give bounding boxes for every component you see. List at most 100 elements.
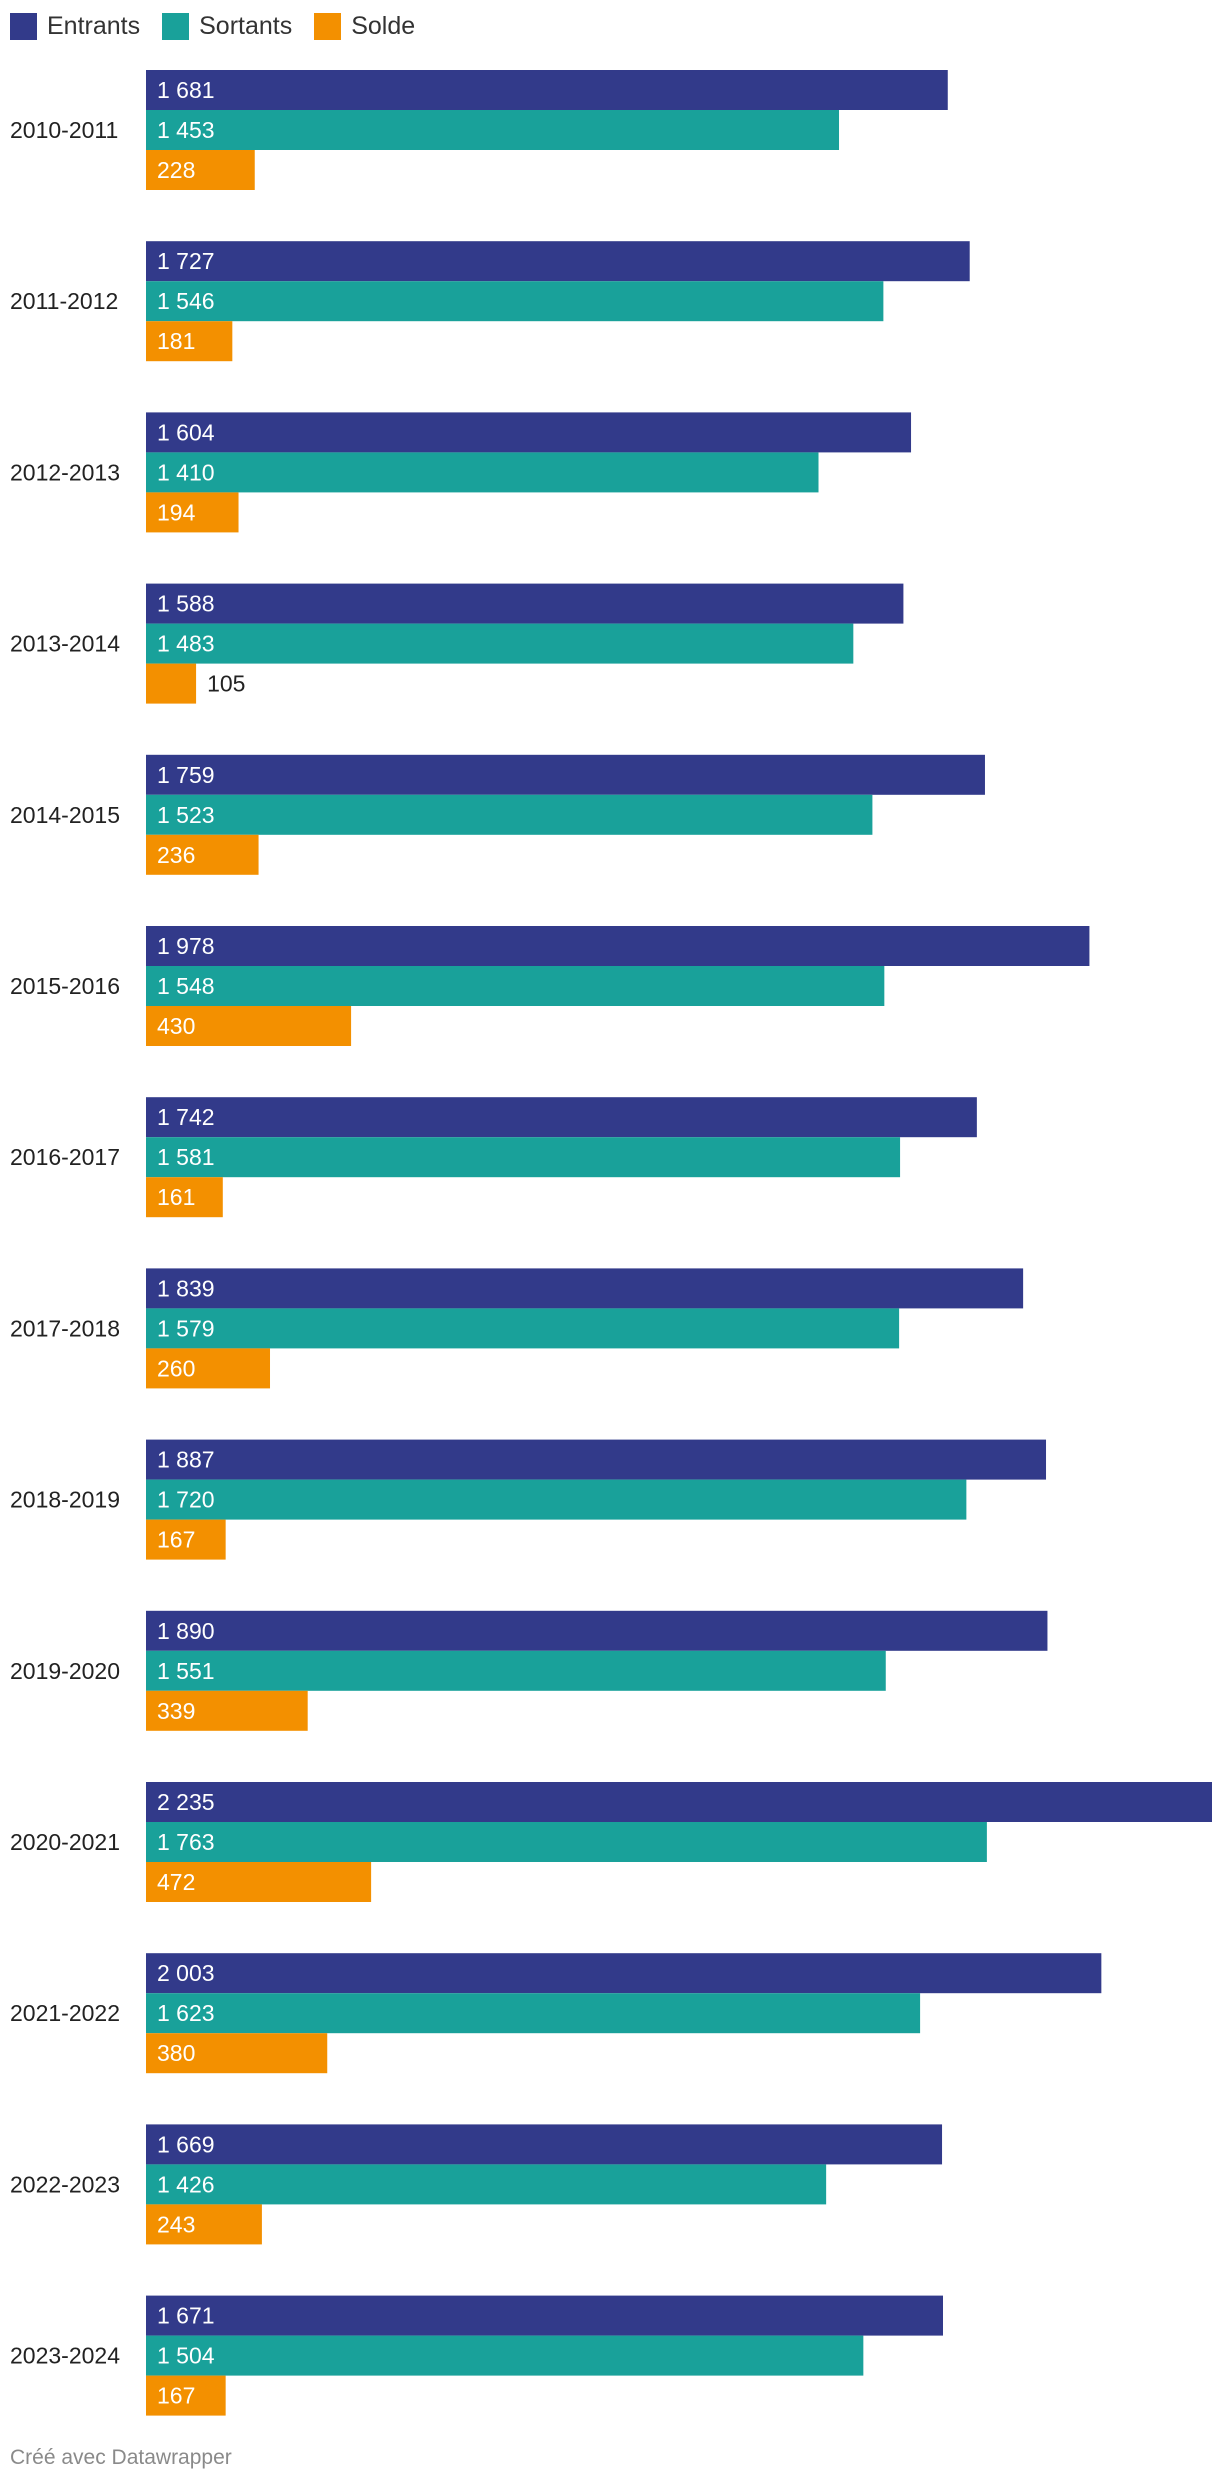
data-label-sortants: 1 504 — [157, 2343, 215, 2369]
category-label: 2010-2011 — [10, 117, 118, 143]
bar-entrants — [146, 1268, 1024, 1309]
data-label-solde: 167 — [157, 1527, 195, 1553]
legend-label-sortants: Sortants — [199, 12, 293, 40]
data-label-entrants: 1 681 — [157, 77, 215, 103]
data-label-entrants: 1 669 — [157, 2131, 215, 2157]
bar-solde — [146, 1690, 308, 1731]
data-label-solde: 161 — [157, 1184, 195, 1210]
data-label-sortants: 1 548 — [157, 973, 215, 999]
bar-solde — [146, 2204, 262, 2245]
data-label-sortants: 1 426 — [157, 2171, 215, 2197]
data-label-entrants: 1 604 — [157, 419, 215, 445]
data-label-sortants: 1 763 — [157, 1829, 215, 1855]
bar-entrants — [146, 241, 970, 282]
bar-solde — [146, 1006, 352, 1046]
category-label: 2022-2023 — [10, 2171, 120, 2197]
data-label-entrants: 1 890 — [157, 1618, 215, 1644]
bar-sortants — [146, 1308, 900, 1349]
bar-entrants — [146, 70, 948, 110]
data-label-solde: 472 — [157, 1869, 195, 1895]
data-label-entrants: 1 839 — [157, 1275, 215, 1301]
data-label-solde: 236 — [157, 842, 195, 868]
data-label-solde: 243 — [157, 2211, 195, 2237]
bar-group-2015-2016: 2015-2016 1 978 1 548 430 — [10, 926, 1090, 1046]
data-label-sortants: 1 551 — [157, 1658, 215, 1684]
data-label-solde: 260 — [157, 1355, 195, 1381]
bar-group-2019-2020: 2019-2020 1 890 1 551 339 — [10, 1610, 1048, 1731]
data-label-entrants: 1 887 — [157, 1447, 215, 1473]
bar-entrants — [146, 1439, 1047, 1480]
chart-legend: Entrants Sortants Solde — [10, 12, 415, 41]
bar-solde — [146, 2033, 328, 2074]
category-label: 2023-2024 — [10, 2343, 120, 2369]
data-label-sortants: 1 720 — [157, 1487, 215, 1513]
data-label-entrants: 1 727 — [157, 248, 215, 274]
bar-group-2022-2023: 2022-2023 1 669 1 426 243 — [10, 2124, 943, 2245]
bar-entrants — [146, 926, 1090, 966]
bar-sortants — [146, 281, 884, 322]
bar-sortants — [146, 966, 885, 1006]
data-label-solde: 167 — [157, 2383, 195, 2409]
bar-sortants — [146, 794, 873, 835]
category-label: 2017-2018 — [10, 1315, 120, 1341]
bar-group-2021-2022: 2021-2022 2 003 1 623 380 — [10, 1953, 1102, 2074]
data-label-solde: 228 — [157, 157, 195, 183]
bar-solde — [146, 321, 233, 362]
data-label-solde: 339 — [157, 1698, 195, 1724]
bar-sortants — [146, 623, 854, 664]
bar-entrants — [146, 2295, 943, 2336]
bar-entrants — [146, 412, 912, 453]
bar-sortants — [146, 1479, 967, 1520]
data-label-sortants: 1 579 — [157, 1315, 215, 1341]
bar-group-2010-2011: 2010-2011 1 681 1 453 228 — [10, 70, 948, 190]
bar-solde — [146, 492, 239, 533]
data-label-entrants: 1 978 — [157, 933, 215, 959]
bar-sortants — [146, 1137, 901, 1178]
category-label: 2012-2013 — [10, 459, 120, 485]
bar-entrants — [146, 1097, 977, 1138]
data-label-sortants: 1 410 — [157, 459, 215, 485]
bar-solde — [146, 834, 259, 875]
data-label-entrants: 1 671 — [157, 2303, 215, 2329]
bar-group-2011-2012: 2011-2012 1 727 1 546 181 — [10, 241, 970, 362]
bar-solde — [146, 1348, 271, 1389]
bar-entrants — [146, 754, 985, 795]
bar-sortants — [146, 452, 819, 493]
legend-swatch-sortants — [162, 13, 190, 40]
legend-item-sortants: Sortants — [162, 12, 292, 41]
data-label-sortants: 1 546 — [157, 288, 215, 314]
category-label: 2020-2021 — [10, 1829, 120, 1855]
bar-solde — [146, 1177, 223, 1218]
data-label-entrants: 1 742 — [157, 1104, 215, 1130]
bar-sortants — [146, 1822, 987, 1862]
footer-credit: Créé avec Datawrapper — [10, 2446, 232, 2469]
category-label: 2019-2020 — [10, 1658, 120, 1684]
bar-entrants — [146, 2124, 943, 2165]
bar-group-2017-2018: 2017-2018 1 839 1 579 260 — [10, 1268, 1024, 1389]
bar-group-2012-2013: 2012-2013 1 604 1 410 194 — [10, 412, 912, 533]
bar-sortants — [146, 2335, 864, 2376]
data-label-solde: 380 — [157, 2040, 195, 2066]
bar-group-2013-2014: 2013-2014 1 588 1 483 105 — [10, 583, 904, 704]
data-label-solde: 194 — [157, 499, 196, 525]
bar-solde — [146, 1862, 372, 1902]
data-label-entrants: 2 003 — [157, 1960, 215, 1986]
bar-group-2018-2019: 2018-2019 1 887 1 720 167 — [10, 1439, 1047, 1560]
bar-group-2020-2021: 2020-2021 2 235 1 763 472 — [10, 1782, 1212, 1902]
category-label: 2014-2015 — [10, 802, 120, 828]
bar-entrants — [146, 1610, 1048, 1651]
data-label-sortants: 1 483 — [157, 631, 215, 657]
legend-swatch-entrants — [10, 13, 37, 40]
data-label-sortants: 1 623 — [157, 2000, 215, 2026]
bar-sortants — [146, 1993, 921, 2034]
data-label-solde: 105 — [207, 671, 245, 697]
bar-entrants — [146, 1782, 1212, 1822]
bar-sortants — [146, 2164, 827, 2205]
bar-sortants — [146, 1650, 886, 1691]
legend-label-solde: Solde — [351, 12, 416, 40]
legend-item-entrants: Entrants — [10, 12, 140, 41]
legend-item-solde: Solde — [314, 12, 415, 41]
legend-label-entrants: Entrants — [47, 12, 141, 40]
bar-entrants — [146, 1953, 1102, 1994]
